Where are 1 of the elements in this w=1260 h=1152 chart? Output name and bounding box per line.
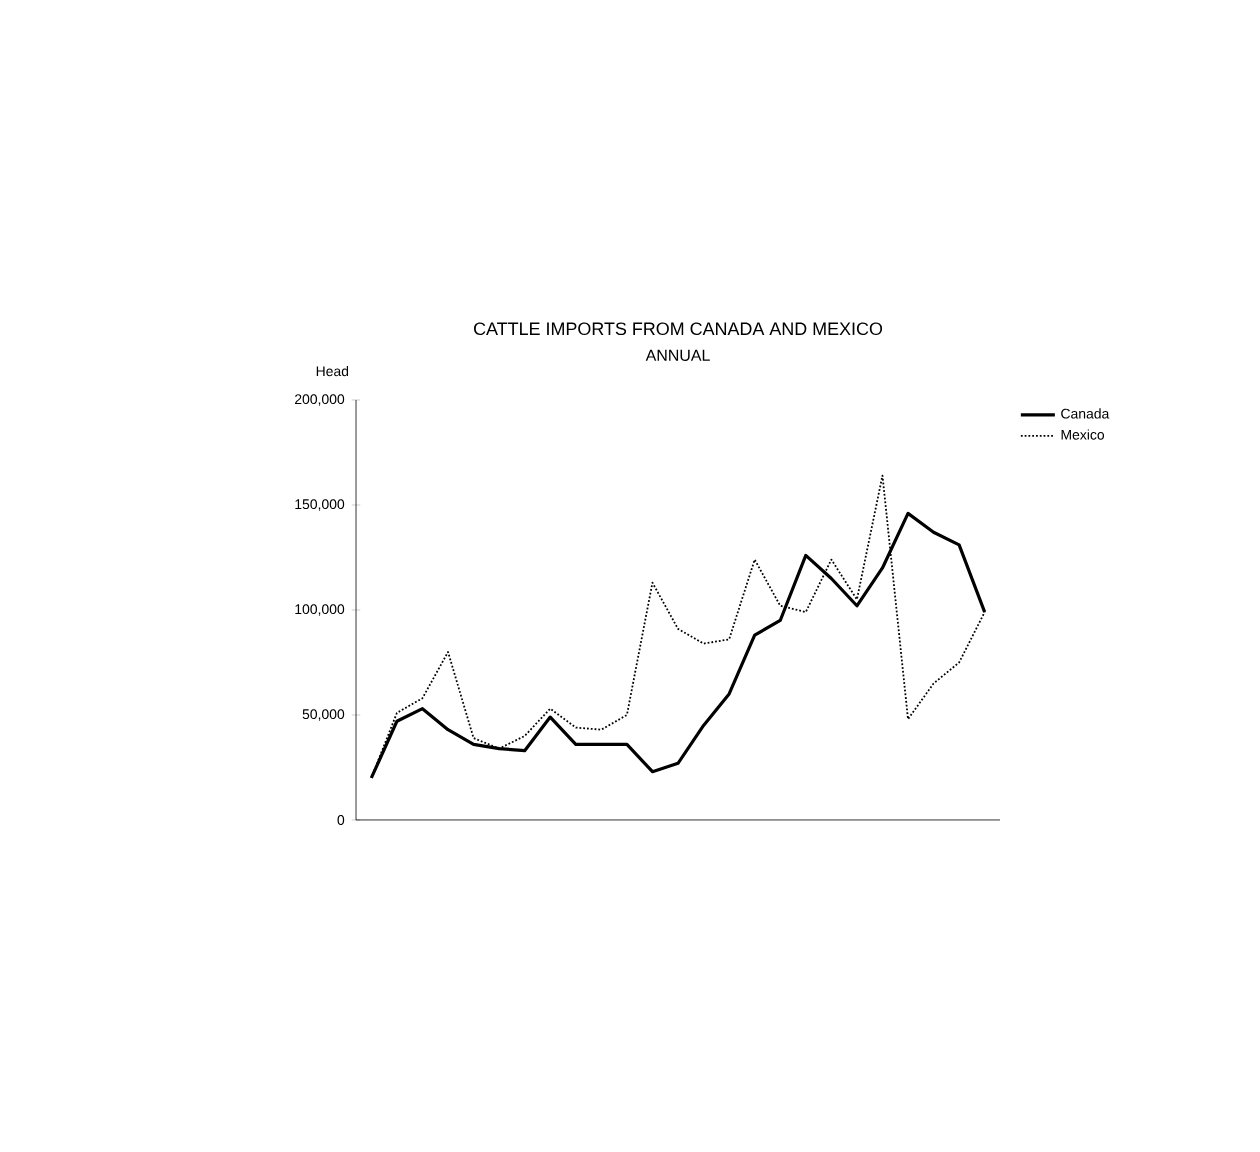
chart-title: CATTLE IMPORTS FROM CANADA AND MEXICO	[474, 322, 883, 336]
